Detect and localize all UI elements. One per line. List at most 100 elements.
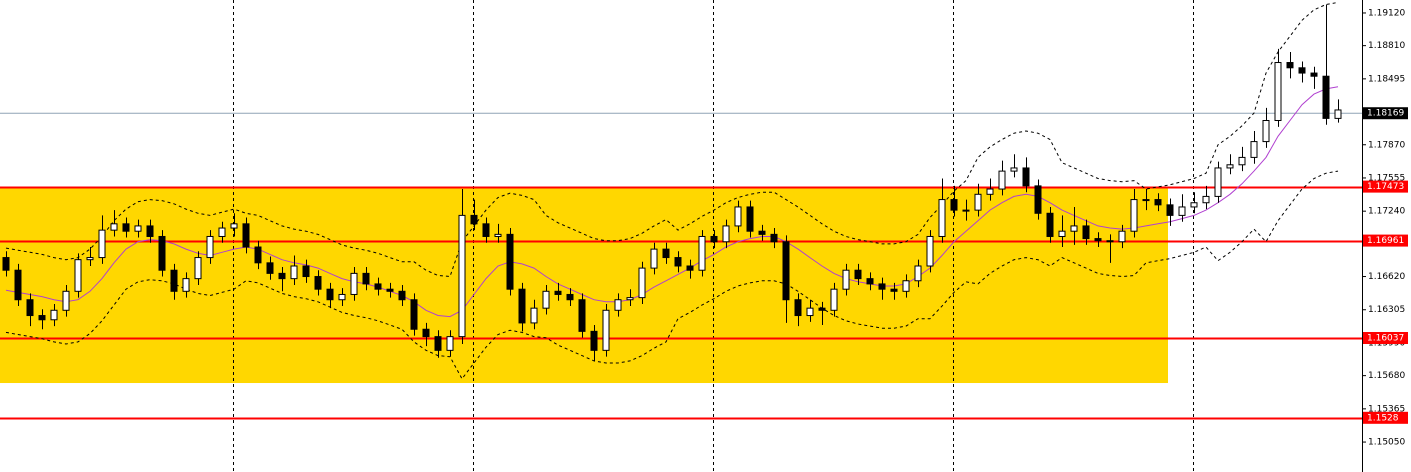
candle-body [578,299,586,332]
candle-body [434,336,442,351]
candle-body [110,223,118,231]
candle-body [854,269,862,280]
y-tick-label: 1.17240 [1368,207,1405,217]
time-grid [233,0,1194,472]
candle-body [590,330,598,351]
candle-body [458,214,466,338]
level-label-box [1363,180,1408,193]
candle-body [230,223,238,229]
candle-body [902,280,910,292]
y-tick-label: 1.17555 [1368,173,1405,183]
candle-body [506,233,514,290]
candle-body [1082,225,1090,240]
candle-body [122,223,130,232]
candle-body [878,283,886,290]
candle-body [1178,206,1186,216]
candle-body [350,272,358,295]
candle-body [422,328,430,338]
candle-body [974,193,982,211]
candle-body [194,257,202,280]
candle-body [626,297,634,301]
y-tick-label: 1.18810 [1368,41,1405,51]
candle-body [950,199,958,211]
candle-body [470,214,478,225]
candle-body [1034,185,1042,214]
candle-body [1286,62,1294,69]
level-label-box [1363,411,1408,424]
candle-body [1142,199,1150,202]
candle-body [218,227,226,237]
candle-body [830,288,838,311]
level-label-box [1363,332,1408,345]
candle-body [134,225,142,232]
y-tick-label: 1.18495 [1368,74,1405,84]
candle-body [614,299,622,311]
candle-body [242,223,250,248]
candle-body [770,233,778,243]
candle-body [650,248,658,269]
candle-body [1010,167,1018,172]
candle-body [518,288,526,324]
candle-body [1106,240,1114,243]
candle-body [1274,62,1282,122]
candle-body [26,299,34,317]
candle-body [986,188,994,195]
candle-body [1190,202,1198,208]
candle-body [710,235,718,243]
candle-body [758,230,766,235]
y-tick-label: 1.15680 [1368,371,1405,381]
candle-body [86,257,94,261]
moving-average [5,86,1339,318]
candle-body [158,235,166,271]
candle-body [1154,199,1162,206]
y-tick-label: 1.16620 [1368,272,1405,282]
candle-body [1322,75,1330,119]
candle-body [998,170,1006,190]
candle-body [1022,167,1030,187]
candle-body [782,241,790,301]
candle-body [482,223,490,237]
candle-body [542,290,550,309]
candle-body [14,269,22,301]
support-resistance-zone [0,186,1168,384]
candle-body [602,309,610,351]
candle-body [962,209,970,212]
bollinger-band [5,170,1339,380]
candle-body [50,309,58,321]
candle-body [1214,167,1222,197]
candle-body [1238,156,1246,166]
candle-body [338,293,346,301]
candle-body [842,269,850,290]
y-tick-label: 1.15365 [1368,404,1405,414]
level-label: 1.1528 [1367,413,1399,423]
candle-body [1202,195,1210,204]
candle-body [686,265,694,271]
candle-body [914,265,922,282]
y-tick-label: 1.16305 [1368,305,1405,315]
candle-body [362,272,370,285]
candle-body [674,257,682,267]
candle-body [326,288,334,301]
candle-body [566,293,574,301]
candle-body [98,229,106,259]
candle-body [1262,120,1270,143]
candle-body [74,259,82,292]
candle-body [302,265,310,278]
y-tick-label: 1.15050 [1368,438,1405,448]
candle-body [866,278,874,285]
candle-body [698,235,706,271]
candle-body [1166,204,1174,216]
candle-body [638,267,646,299]
current-price-label-box [1363,107,1408,120]
candle-body [266,262,274,274]
candle-body [494,233,502,237]
candle-body [386,288,394,292]
candle-body [38,315,46,321]
candle-body [746,206,754,232]
candle-body [554,290,562,295]
y-tick-label: 1.19120 [1368,8,1405,18]
candle-body [734,206,742,227]
level-label: 1.17473 [1367,182,1404,192]
candle-body [806,307,814,317]
